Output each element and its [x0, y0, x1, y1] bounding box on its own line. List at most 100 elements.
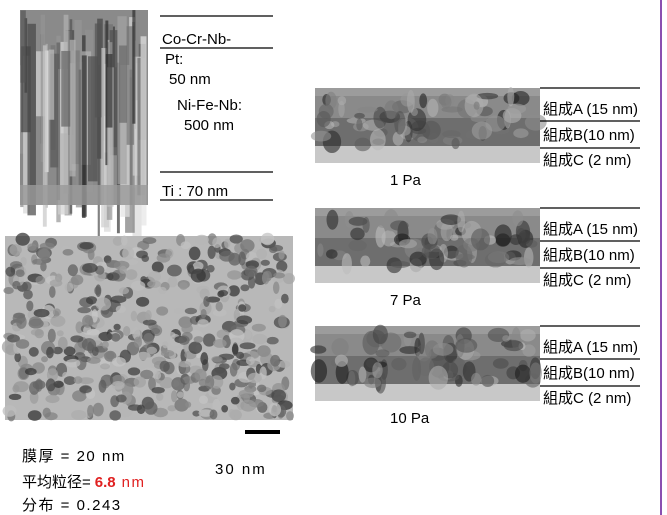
texture: [106, 54, 113, 128]
stack-label: 500 nm: [184, 117, 234, 134]
texture: [70, 40, 76, 177]
grain: [35, 276, 45, 284]
layer-label: 組成A (15 nm): [543, 221, 638, 238]
grain: [29, 381, 39, 394]
grain: [86, 296, 97, 304]
grain: [179, 335, 190, 345]
grain: [143, 237, 157, 244]
texture: [524, 247, 533, 267]
grain: [3, 405, 17, 417]
grain: [112, 381, 125, 390]
texture: [311, 131, 331, 142]
texture: [471, 228, 490, 250]
texture: [317, 243, 323, 256]
grain: [145, 310, 152, 320]
texture: [455, 338, 477, 353]
grain: [46, 378, 56, 391]
texture: [507, 87, 514, 106]
grain: [71, 275, 83, 285]
grain: [134, 337, 142, 348]
grain: [231, 397, 240, 405]
texture: [311, 359, 327, 383]
texture: [442, 130, 460, 138]
texture: [364, 378, 381, 388]
grain: [283, 273, 295, 284]
grain: [119, 266, 126, 274]
texture: [61, 51, 70, 127]
thickness: 膜厚 = 20 nm: [22, 448, 126, 465]
grain: [50, 315, 65, 326]
grain: [57, 330, 64, 336]
grain: [200, 352, 208, 365]
grain: [261, 260, 270, 266]
grain: [273, 282, 279, 294]
grain: [194, 336, 204, 343]
grain: [158, 287, 166, 294]
texture: [347, 118, 366, 124]
grain: [246, 356, 255, 365]
grain: [77, 307, 91, 313]
grain: [189, 247, 201, 260]
grain: [128, 367, 140, 375]
texture: [427, 99, 438, 117]
grain: [40, 243, 55, 250]
grain: [93, 403, 104, 417]
grain-size-value: 6.8: [95, 474, 116, 491]
texture: [317, 111, 331, 127]
grain: [271, 389, 286, 402]
grain: [189, 342, 203, 354]
grain: [263, 271, 272, 282]
grain: [131, 281, 145, 291]
grain: [48, 329, 56, 343]
scale-label: 30 nm: [215, 461, 267, 478]
texture: [419, 93, 427, 108]
grain: [185, 401, 191, 407]
grain: [240, 239, 254, 252]
grain: [286, 411, 294, 421]
texture: [355, 138, 371, 152]
grain: [270, 245, 283, 252]
grain: [210, 410, 218, 420]
grain: [249, 290, 260, 304]
stack-label: Ti : 70 nm: [162, 183, 228, 200]
grain: [100, 363, 110, 369]
grain: [82, 263, 98, 273]
texture: [56, 43, 60, 201]
grain: [177, 392, 184, 398]
grain: [219, 363, 230, 369]
grain: [63, 249, 74, 256]
grain: [240, 400, 256, 412]
grain: [12, 281, 20, 289]
grain: [195, 369, 207, 381]
texture: [327, 210, 339, 230]
grain: [109, 410, 121, 420]
texture: [512, 210, 523, 226]
grain: [87, 329, 100, 336]
grain: [227, 270, 242, 279]
grain: [143, 320, 157, 326]
grain: [27, 243, 36, 250]
texture: [481, 375, 494, 387]
stack-label: Pt:: [165, 51, 183, 68]
texture: [21, 10, 26, 82]
grain: [208, 246, 216, 259]
grain: [211, 356, 222, 362]
grain: [203, 296, 209, 307]
layer-label: 組成A (15 nm): [543, 339, 638, 356]
texture: [338, 96, 346, 105]
grain: [144, 401, 157, 414]
grain: [252, 334, 267, 344]
texture: [422, 244, 441, 259]
grain: [278, 315, 287, 328]
grain: [238, 252, 245, 266]
grain: [23, 290, 33, 300]
texture: [391, 358, 406, 371]
grain: [151, 328, 160, 334]
grain: [228, 409, 235, 418]
grain: [46, 347, 54, 359]
texture: [335, 355, 348, 367]
texture: [509, 257, 531, 265]
grain: [178, 361, 191, 367]
pressure-label: 10 Pa: [390, 410, 430, 427]
